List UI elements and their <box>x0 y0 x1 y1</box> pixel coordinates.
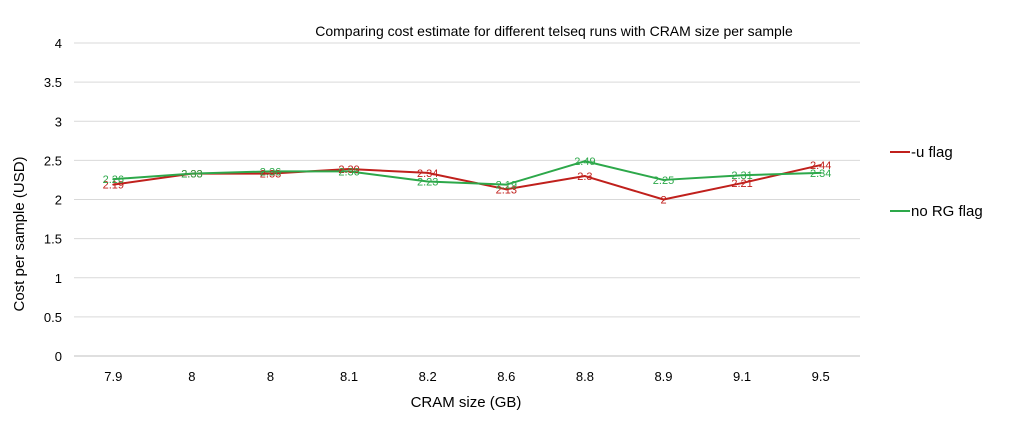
y-tick-label: 3 <box>55 114 62 129</box>
data-point-no-rg-flag <box>269 170 272 173</box>
y-tick-label: 0.5 <box>44 310 62 325</box>
y-tick-label: 4 <box>55 36 62 51</box>
x-axis-ticks: 7.9 8 8 8.1 8.2 8.6 8.8 8.9 9.1 9.5 <box>104 369 829 384</box>
y-tick-label: 1 <box>55 271 62 286</box>
x-tick-label: 9.1 <box>733 369 751 384</box>
series-line-u-flag <box>113 164 821 201</box>
data-label-u-flag: 2.3 <box>577 171 592 183</box>
y-tick-label: 0 <box>55 349 62 364</box>
data-label-no-rg-flag: 2.49 <box>574 156 595 168</box>
x-tick-label: 8 <box>267 369 274 384</box>
data-label-u-flag: 2.39 <box>338 164 359 176</box>
data-label-u-flag: 2.21 <box>731 178 752 190</box>
x-tick-label: 8 <box>188 369 195 384</box>
y-axis-title: Cost per sample (USD) <box>11 156 28 311</box>
series-layer <box>112 160 822 201</box>
legend-label-no-rg-flag: no RG flag <box>911 203 983 220</box>
data-point-no-rg-flag <box>348 170 351 173</box>
x-axis-title: CRAM size (GB) <box>411 394 522 411</box>
data-label-no-rg-flag: 2.36 <box>260 166 281 178</box>
y-axis-ticks: 0 0.5 1 1.5 2 2.5 3 3.5 4 <box>44 36 62 364</box>
x-tick-label: 8.2 <box>419 369 437 384</box>
data-label-no-rg-flag: 2.23 <box>417 177 438 189</box>
y-tick-label: 2.5 <box>44 153 62 168</box>
data-label-no-rg-flag: 2.33 <box>181 169 202 181</box>
data-label-u-flag: 2.34 <box>417 168 438 180</box>
data-label-no-rg-flag: 2.34 <box>810 168 831 180</box>
data-point-no-rg-flag <box>112 178 115 181</box>
data-point-no-rg-flag <box>819 171 822 174</box>
x-tick-label: 8.1 <box>340 369 358 384</box>
data-point-no-rg-flag <box>662 178 665 181</box>
y-tick-label: 3.5 <box>44 75 62 90</box>
data-point-no-rg-flag <box>583 160 586 163</box>
data-label-no-rg-flag: 2.26 <box>103 174 124 186</box>
data-label-no-rg-flag: 2.19 <box>496 180 517 192</box>
data-label-u-flag: 2.13 <box>496 184 517 196</box>
legend: -u flag no RG flag <box>890 144 983 220</box>
series-line-no-rg-flag <box>113 160 821 186</box>
data-point-u-flag <box>426 171 429 174</box>
data-point-u-flag <box>583 175 586 178</box>
data-point-u-flag <box>741 182 744 185</box>
data-label-u-flag: 2.44 <box>810 160 831 172</box>
data-point-u-flag <box>662 198 665 201</box>
data-point-u-flag <box>112 183 115 186</box>
data-point-u-flag <box>819 164 822 167</box>
gridlines <box>74 42 860 357</box>
x-tick-label: 9.5 <box>812 369 830 384</box>
data-point-u-flag <box>269 172 272 175</box>
data-label-u-flag: 2 <box>660 195 666 207</box>
data-point-no-rg-flag <box>741 174 744 177</box>
legend-item-u-flag: -u flag <box>890 144 953 161</box>
y-tick-label: 1.5 <box>44 232 62 247</box>
data-point-no-rg-flag <box>426 180 429 183</box>
chart-title: Comparing cost estimate for different te… <box>315 23 793 39</box>
data-point-u-flag <box>505 188 508 191</box>
x-tick-label: 8.8 <box>576 369 594 384</box>
data-label-no-rg-flag: 2.25 <box>653 175 674 187</box>
data-label-u-flag: 2.33 <box>181 169 202 181</box>
x-tick-label: 7.9 <box>104 369 122 384</box>
data-label-no-rg-flag: 2.36 <box>338 166 359 178</box>
data-label-u-flag: 2.33 <box>260 169 281 181</box>
data-labels: 2.19 2.33 2.33 2.39 2.34 2.13 2.3 2 2.21 2.44 2.26… <box>103 156 832 206</box>
y-tick-label: 2 <box>55 193 62 208</box>
data-label-no-rg-flag: 2.31 <box>731 170 752 182</box>
data-point-no-rg-flag <box>190 172 193 175</box>
legend-label-u-flag: -u flag <box>911 144 953 161</box>
legend-item-no-rg-flag: no RG flag <box>890 203 983 220</box>
data-label-u-flag: 2.19 <box>103 180 124 192</box>
x-tick-label: 8.6 <box>497 369 515 384</box>
data-point-u-flag <box>348 167 351 170</box>
data-point-no-rg-flag <box>505 183 508 186</box>
x-tick-label: 8.9 <box>654 369 672 384</box>
